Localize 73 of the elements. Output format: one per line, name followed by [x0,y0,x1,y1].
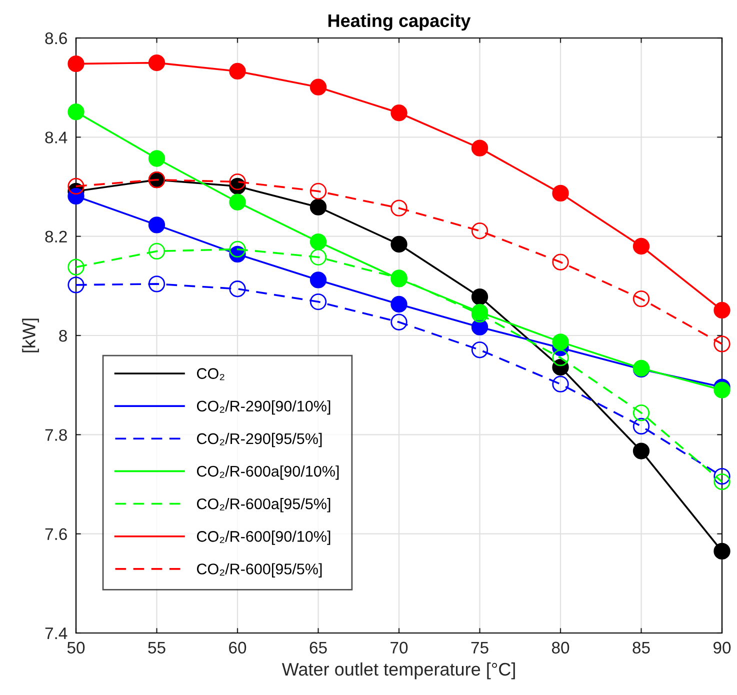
point [552,184,569,202]
legend-label: CO₂/R-290[95/5%] [196,432,322,448]
point [471,342,488,358]
point [229,240,246,258]
point [632,238,650,255]
point [552,254,569,270]
point [148,216,166,234]
point [148,276,166,292]
point [632,404,650,422]
point [632,290,650,308]
point [229,62,246,80]
x-tick-label: 85 [632,642,650,654]
x-tick-label: 55 [148,642,166,654]
point [390,104,408,122]
x-tick-label: 60 [229,642,246,654]
point [148,242,166,260]
x-tick-label: 90 [714,642,731,654]
y-tick-label: 7.4 [45,628,68,640]
point [552,376,569,392]
point [68,104,84,120]
x-tick-label: 75 [471,642,488,654]
point [390,296,408,313]
point [714,302,730,319]
chart-title: Heating capacity [328,14,471,31]
legend-label: CO₂/R-600[95/5%] [196,563,322,578]
y-axis-title: [kW] [22,318,39,352]
point [471,222,488,240]
point [310,198,327,216]
point [310,182,327,200]
point [471,288,488,306]
point [390,236,408,253]
point [229,280,246,298]
point [229,194,246,210]
point [68,55,84,72]
legend-label: CO₂/R-290[90/10%] [196,400,330,415]
point [148,150,166,167]
point [714,336,730,352]
point [310,293,327,310]
point [310,78,327,96]
x-tick-label: 80 [552,642,570,654]
y-tick-label: 8 [59,330,67,342]
point [310,233,327,250]
point [310,272,327,288]
point [552,334,569,350]
legend-label: CO₂/R-600[90/10%] [196,530,330,545]
point [68,276,84,294]
x-tick-label: 70 [390,642,408,654]
point [632,418,650,435]
point [714,382,730,398]
point [552,349,569,366]
point [714,473,730,490]
point [229,173,246,190]
point [310,248,327,266]
x-tick-label: 50 [67,642,85,654]
point [390,200,408,216]
x-axis-title: Water outlet temperature [°C] [282,662,515,680]
legend-label: CO₂/R-600a[90/10%] [196,465,339,480]
point [68,258,84,276]
point [68,178,84,195]
point [148,54,166,72]
y-tick-label: 8.6 [45,32,67,44]
point [390,314,408,330]
x-tick-label: 65 [310,642,327,654]
y-tick-label: 8.2 [45,230,67,243]
y-tick-label: 7.8 [45,429,67,441]
legend-label: CO₂/R-600a[95/5%] [196,498,330,512]
point [714,542,730,560]
y-tick-label: 8.4 [45,132,68,144]
y-tick-label: 7.6 [45,528,67,540]
point [714,468,730,485]
legend-label: CO₂ [196,368,224,380]
point [632,442,650,460]
point [471,140,488,156]
